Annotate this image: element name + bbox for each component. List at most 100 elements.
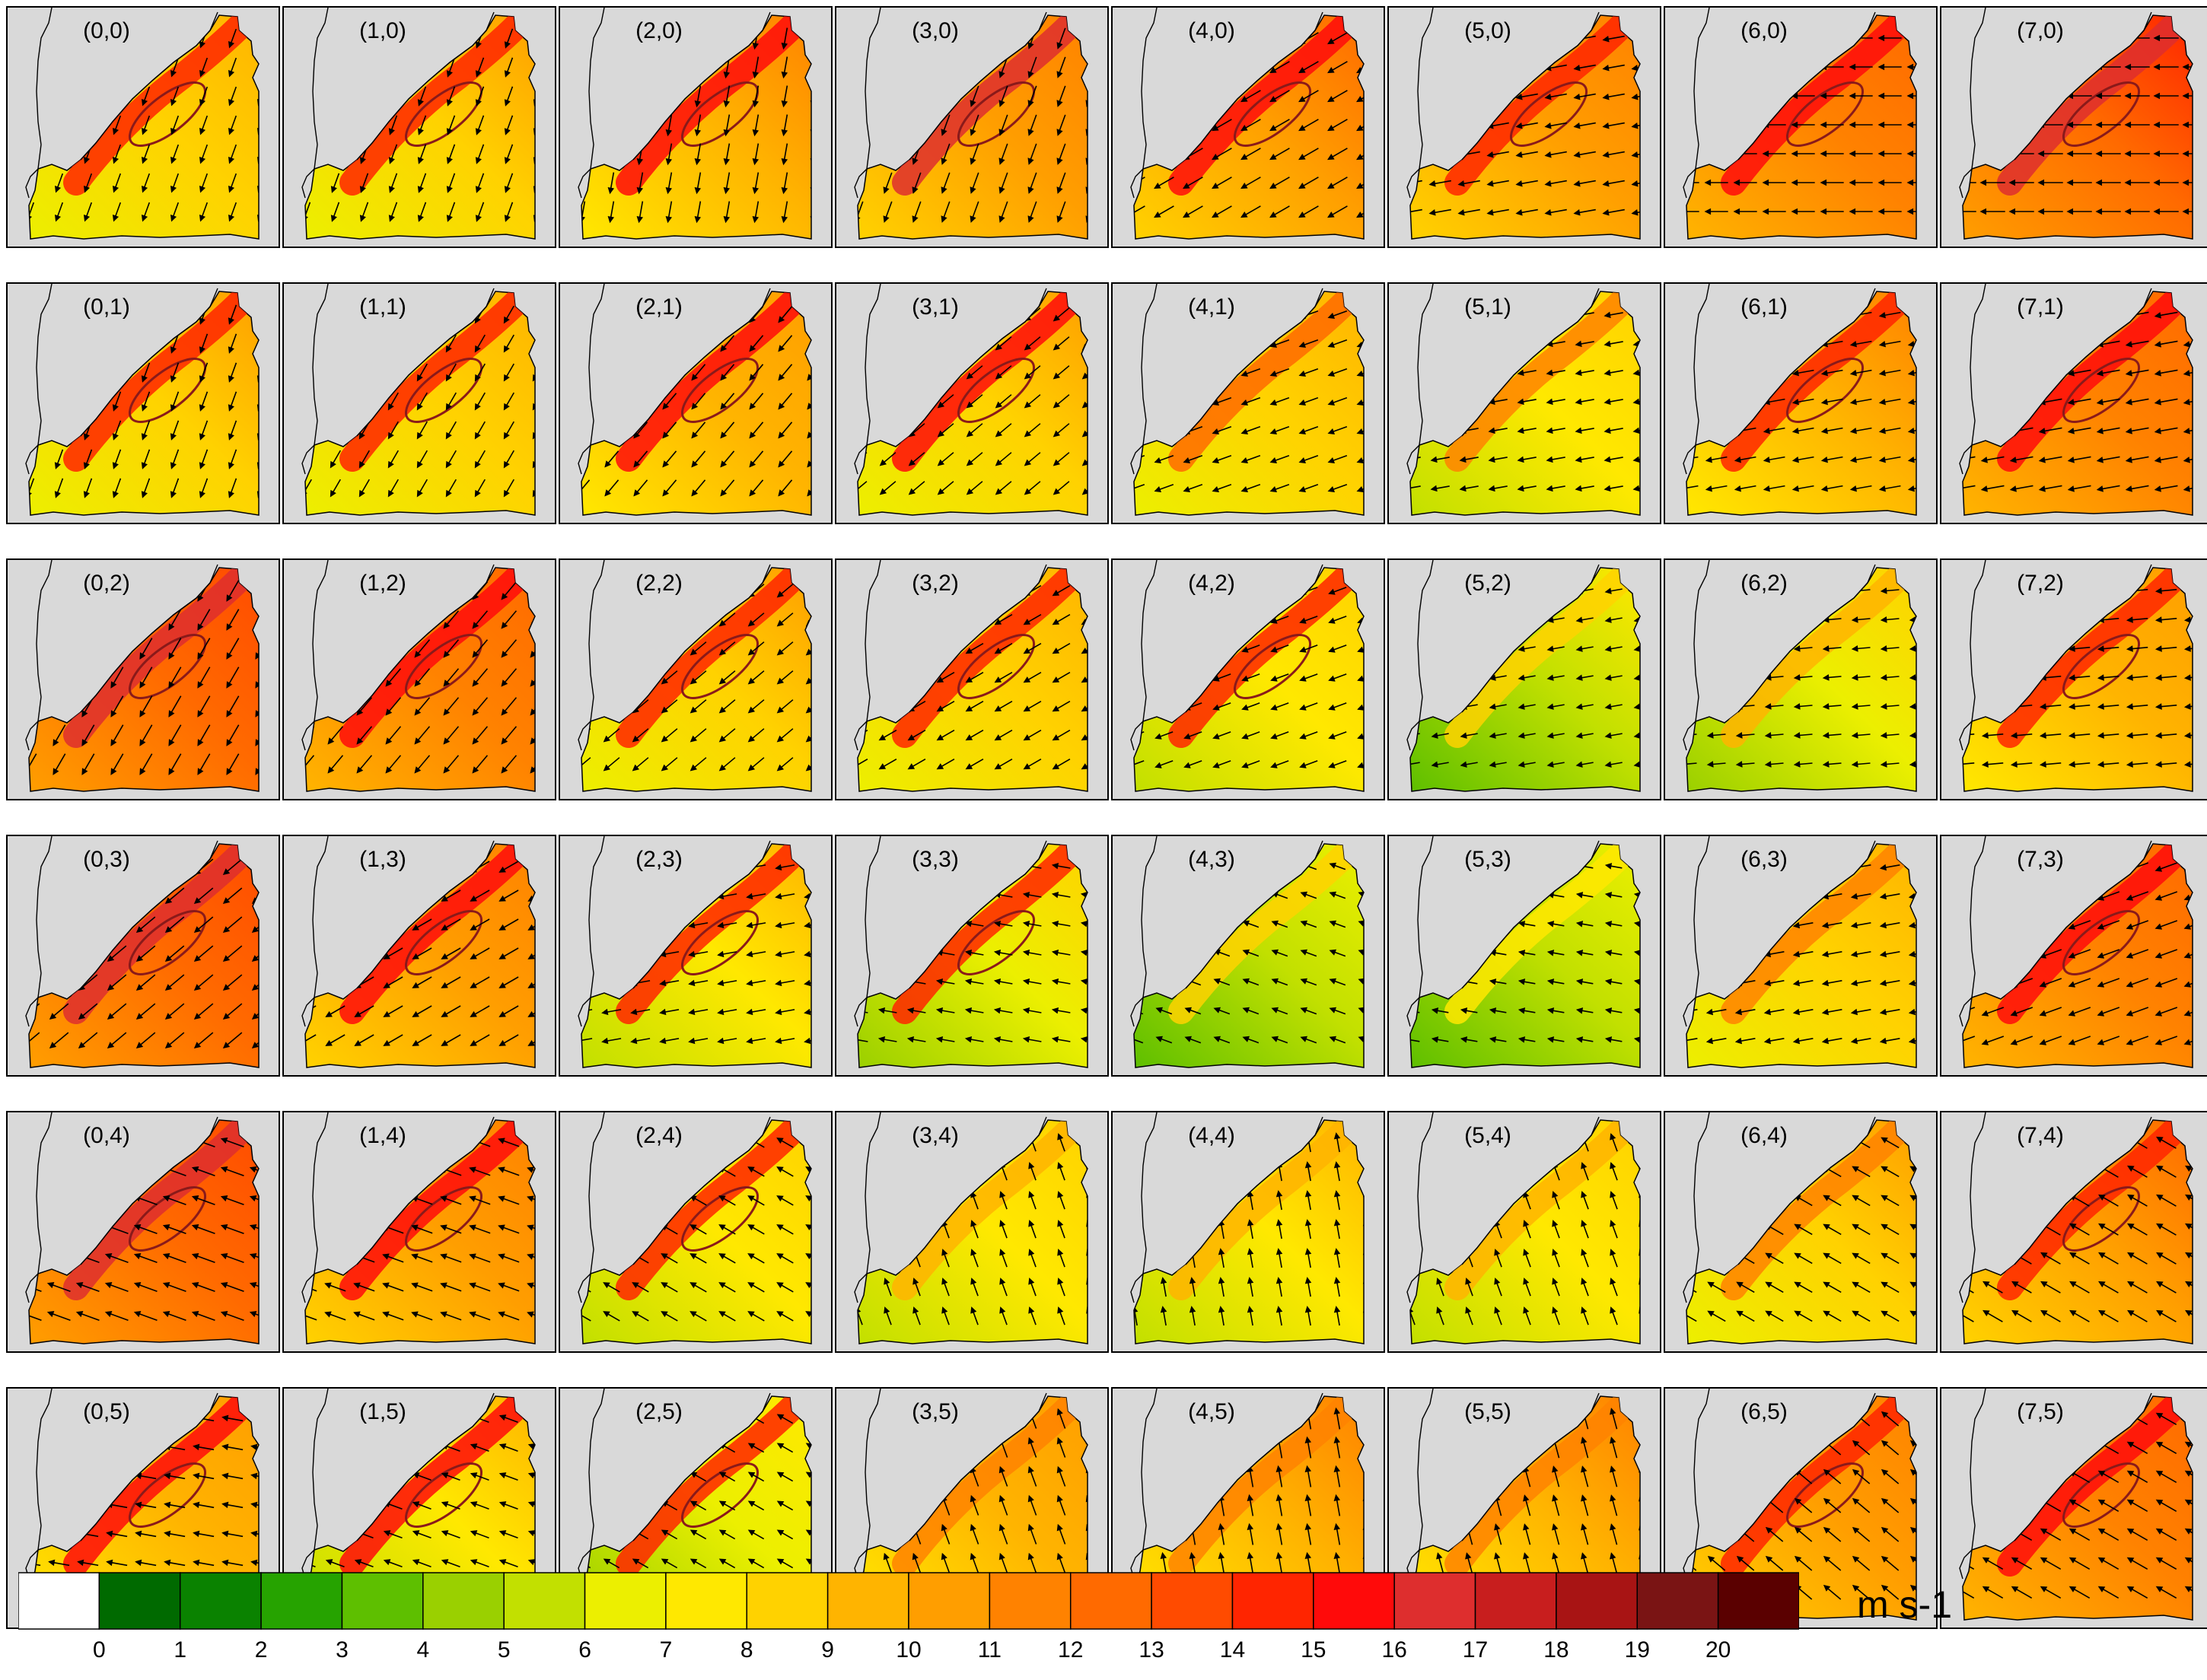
wind-vector bbox=[632, 641, 649, 656]
wind-vector bbox=[256, 333, 259, 354]
wind-vector bbox=[1189, 1190, 1196, 1211]
wind-vector bbox=[470, 976, 490, 988]
wind-vector bbox=[1581, 1552, 1589, 1574]
wind-vector bbox=[1763, 456, 1785, 463]
wind-vector bbox=[2037, 150, 2063, 158]
wind-vector bbox=[1575, 674, 1594, 681]
wind-vector bbox=[581, 1311, 591, 1322]
wind-vector bbox=[665, 114, 673, 137]
wind-vector bbox=[993, 920, 1013, 928]
wind-vector bbox=[1575, 645, 1594, 652]
wind-vector bbox=[49, 916, 69, 934]
coastline bbox=[1185, 564, 1323, 713]
panel: (1,0) bbox=[282, 6, 556, 248]
wind-vector bbox=[1134, 673, 1145, 681]
wind-vector bbox=[1085, 27, 1088, 49]
wind-vector bbox=[498, 1034, 519, 1046]
wind-vector bbox=[2154, 703, 2177, 710]
wind-vector bbox=[1027, 56, 1037, 78]
coastline bbox=[632, 288, 771, 437]
wind-vector bbox=[720, 479, 735, 497]
wind-vector bbox=[1632, 427, 1640, 434]
wind-vector bbox=[327, 668, 344, 687]
wind-vector bbox=[2039, 761, 2062, 768]
wind-vector bbox=[498, 1282, 520, 1292]
wind-vector bbox=[883, 114, 893, 136]
wind-vector bbox=[533, 86, 535, 107]
wind-vector bbox=[2010, 761, 2033, 768]
panel: (2,1) bbox=[559, 282, 833, 524]
wind-jet bbox=[616, 1120, 809, 1300]
wind-vector bbox=[2183, 920, 2193, 930]
wind-vector bbox=[469, 1282, 491, 1292]
wind-vector bbox=[907, 759, 926, 770]
wind-vector bbox=[995, 394, 1012, 409]
wind-vector bbox=[2038, 340, 2062, 348]
wind-vector bbox=[1134, 119, 1145, 131]
wind-vector bbox=[2155, 1499, 2177, 1513]
wind-vector bbox=[498, 889, 519, 902]
wind-vector bbox=[659, 979, 680, 987]
coastline bbox=[356, 288, 495, 437]
wind-vector bbox=[665, 201, 673, 224]
wind-vector bbox=[250, 1501, 259, 1509]
wind-vector bbox=[781, 143, 788, 166]
wind-vector bbox=[776, 641, 794, 656]
panel-label: (2,0) bbox=[635, 18, 683, 43]
coastline bbox=[1683, 1389, 1710, 1580]
wind-vector bbox=[601, 979, 622, 987]
coastline bbox=[578, 560, 605, 751]
wind-vector bbox=[2040, 1309, 2061, 1322]
wind-vector bbox=[1604, 674, 1623, 681]
wind-vector bbox=[75, 1166, 100, 1177]
wind-vector bbox=[632, 1311, 649, 1322]
wind-vector bbox=[858, 1162, 863, 1181]
wind-vector bbox=[2097, 1586, 2119, 1599]
wind-vector bbox=[1633, 1007, 1640, 1014]
wind-vector bbox=[305, 86, 311, 107]
wind-vector bbox=[879, 365, 896, 380]
wind-vector bbox=[1575, 398, 1594, 406]
wind-vector bbox=[2067, 340, 2091, 348]
wind-vector bbox=[1154, 177, 1174, 189]
wind-vector bbox=[1632, 485, 1640, 492]
wind-vector bbox=[474, 392, 486, 411]
wind-vector bbox=[1705, 398, 1728, 406]
wind-vector bbox=[804, 1008, 811, 1016]
wind-vector bbox=[2068, 674, 2091, 681]
wind-vector bbox=[1765, 1526, 1784, 1542]
wind-jet bbox=[616, 15, 809, 196]
wind-vector bbox=[327, 726, 344, 745]
wind-vector bbox=[2067, 398, 2091, 406]
wind-vector bbox=[1271, 1036, 1288, 1044]
wind-vector bbox=[1852, 1555, 1871, 1571]
wind-vector bbox=[1247, 1219, 1254, 1239]
wind-vector bbox=[325, 1443, 345, 1452]
wind-vector bbox=[1134, 950, 1144, 957]
wind-vector bbox=[1523, 1162, 1531, 1181]
wind-vector bbox=[807, 479, 811, 497]
wind-vector bbox=[1523, 1220, 1531, 1239]
wind-vector bbox=[1056, 1552, 1066, 1573]
wind-vector bbox=[1459, 485, 1479, 492]
wind-vector bbox=[1051, 1007, 1071, 1014]
wind-vector bbox=[858, 56, 864, 78]
panel-map bbox=[578, 560, 812, 792]
coastline bbox=[854, 8, 881, 199]
panel-map bbox=[1959, 836, 2193, 1068]
wind-vector bbox=[778, 422, 793, 439]
wind-vector bbox=[305, 755, 315, 774]
wind-vector bbox=[527, 1501, 535, 1510]
wind-vector bbox=[1823, 1468, 1842, 1484]
wind-vector bbox=[1410, 1523, 1416, 1545]
wind-vector bbox=[776, 1195, 794, 1206]
wind-vector bbox=[1134, 425, 1145, 434]
wind-vector bbox=[1705, 485, 1728, 492]
panel-map bbox=[25, 836, 260, 1068]
wind-vector bbox=[1878, 456, 1901, 463]
wind-vector bbox=[630, 1008, 651, 1016]
wind-vector bbox=[1356, 90, 1364, 103]
coastline bbox=[25, 1389, 53, 1580]
wind-vector bbox=[475, 144, 485, 164]
wind-vector bbox=[665, 85, 673, 108]
